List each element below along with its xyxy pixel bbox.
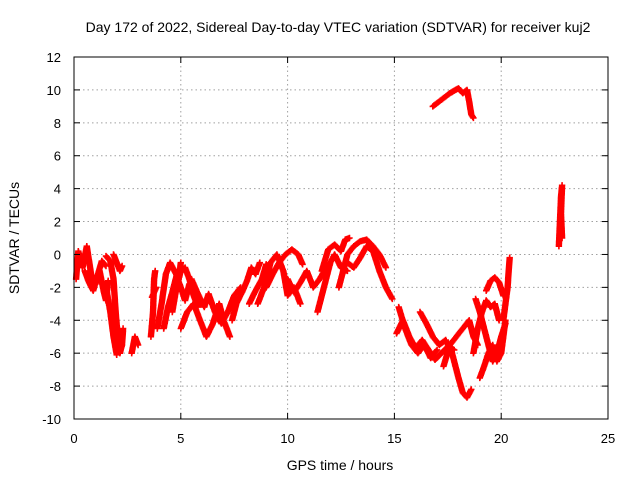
x-tick-label: 20 (494, 431, 508, 446)
y-tick-label: -2 (49, 280, 61, 295)
series-trace-17 (263, 246, 306, 291)
plot-border (73, 56, 609, 420)
series-trace-2 (81, 257, 110, 294)
series-trace-19 (314, 251, 351, 316)
series-trace-4 (102, 284, 120, 358)
series-layer (72, 85, 566, 401)
x-tick-label: 25 (601, 431, 615, 446)
series-trace-24 (395, 303, 441, 362)
y-tick-label: 0 (54, 247, 61, 262)
series-trace-6 (128, 333, 142, 357)
series-trace-29 (476, 317, 509, 382)
series-trace-20 (318, 234, 353, 275)
series-trace-22 (344, 243, 396, 303)
series-trace-33 (555, 182, 566, 250)
series-trace-32 (429, 85, 477, 122)
series-trace-21 (335, 236, 390, 291)
series-trace-31 (500, 254, 513, 324)
series-trace-3 (102, 252, 127, 357)
y-tick-label: 4 (54, 182, 61, 197)
y-tick-label: -4 (49, 313, 61, 328)
x-tick-label: 10 (280, 431, 294, 446)
series-trace-5 (110, 251, 126, 275)
y-tick-label: -10 (42, 412, 61, 427)
series-trace-18 (284, 264, 330, 296)
x-tick-label: 15 (387, 431, 401, 446)
series-trace-8 (148, 284, 160, 301)
y-tick-label: 12 (47, 50, 61, 65)
ticks: -10 -8 -6 -4 -2 0 2 4 6 8 10 12 0 5 10 15 20 25 (42, 50, 615, 446)
grid (74, 57, 608, 419)
y-tick-label: 10 (47, 83, 61, 98)
series-trace-14 (228, 259, 263, 324)
x-axis-label: GPS time / hours (287, 457, 394, 473)
x-tick-label: 5 (177, 431, 184, 446)
y-axis-label: SDTVAR / TECUs (6, 182, 22, 294)
chart-title: Day 172 of 2022, Sidereal Day-to-day VTE… (86, 19, 591, 35)
y-tick-label: 8 (54, 116, 61, 131)
series-trace-13 (188, 275, 244, 327)
series-trace-30 (483, 274, 507, 299)
y-tick-label: 6 (54, 149, 61, 164)
y-tick-label: 2 (54, 215, 61, 230)
x-tick-label: 0 (70, 431, 77, 446)
y-tick-label: -8 (49, 379, 61, 394)
y-tick-label: -6 (49, 346, 61, 361)
